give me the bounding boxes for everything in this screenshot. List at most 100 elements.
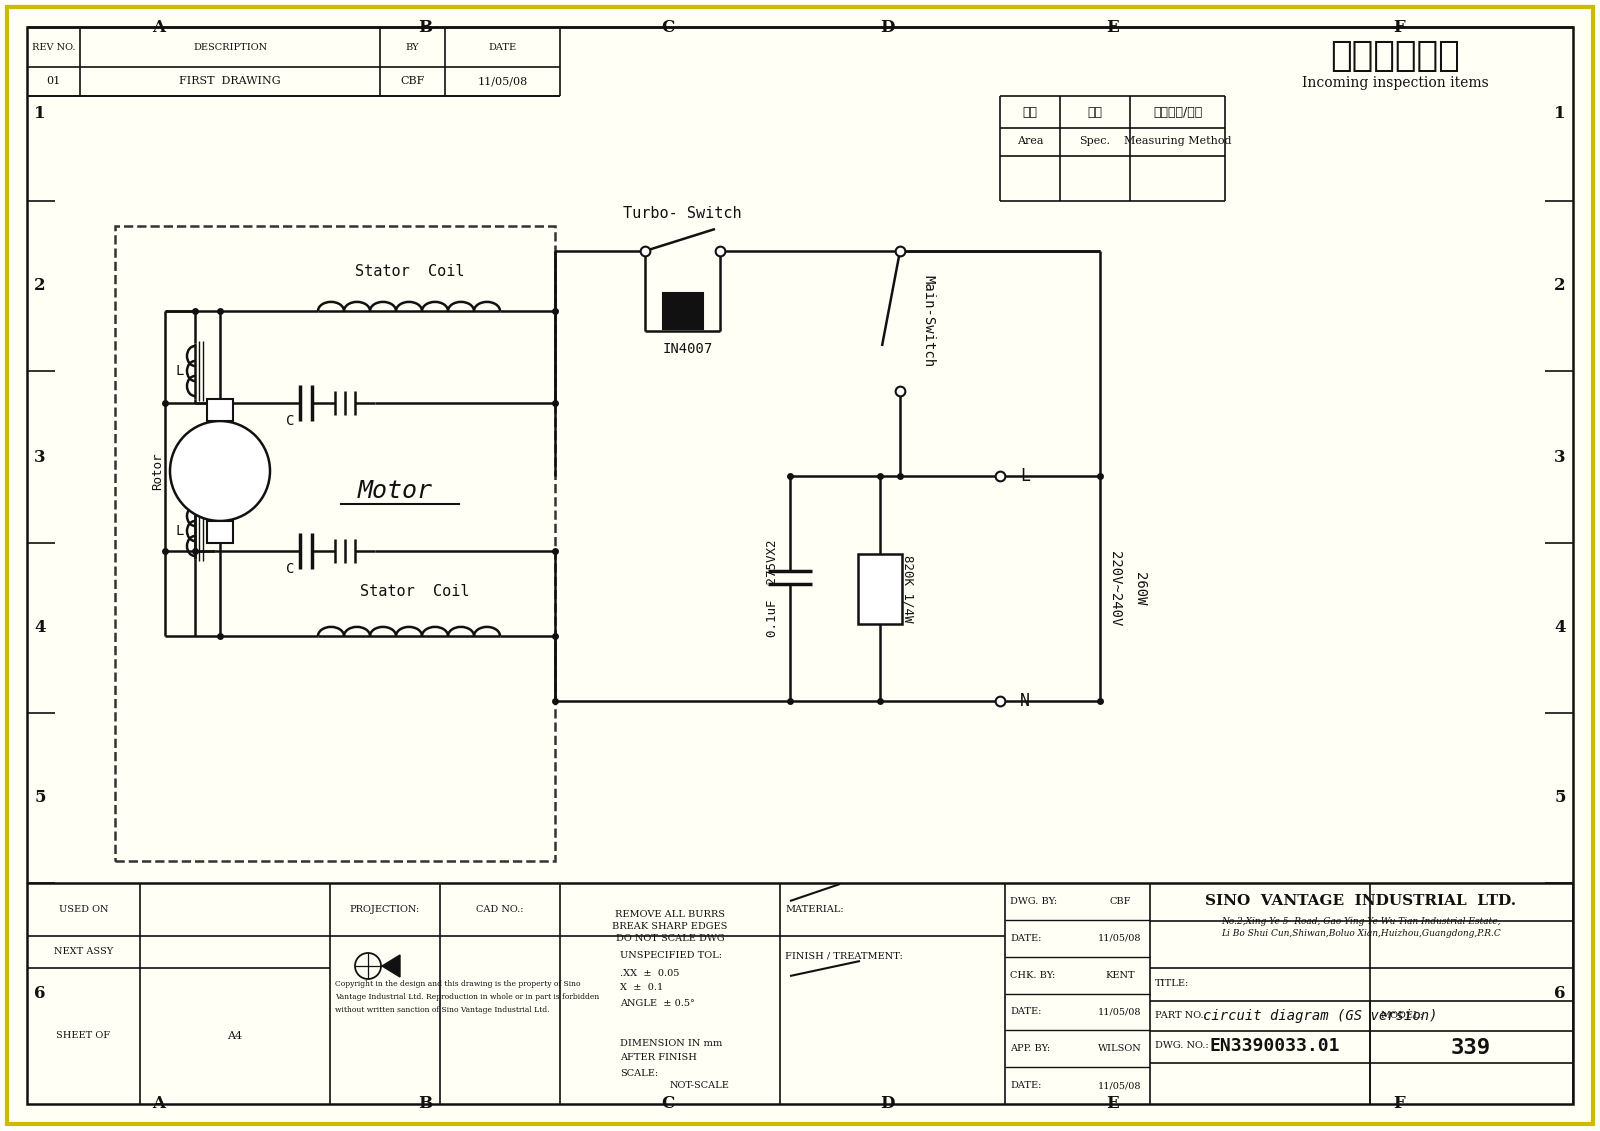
Text: BY: BY xyxy=(406,43,419,52)
Text: L: L xyxy=(176,524,184,538)
Text: Li Bo Shui Cun,Shiwan,Boluo Xian,Huizhou,Guangdong,P.R.C: Li Bo Shui Cun,Shiwan,Boluo Xian,Huizhou… xyxy=(1221,929,1501,938)
Text: L: L xyxy=(1021,467,1030,485)
Text: SCALE:: SCALE: xyxy=(621,1069,658,1078)
Text: REMOVE ALL BURRS: REMOVE ALL BURRS xyxy=(614,910,725,920)
Text: F: F xyxy=(1394,1096,1405,1113)
Text: 820K 1/4W: 820K 1/4W xyxy=(901,554,915,622)
Text: Spec.: Spec. xyxy=(1080,136,1110,146)
Text: 2: 2 xyxy=(34,277,46,294)
Bar xyxy=(662,293,702,329)
Text: without written sanction of Sino Vantage Industrial Ltd.: without written sanction of Sino Vantage… xyxy=(334,1005,549,1015)
Text: 5: 5 xyxy=(1554,789,1566,806)
Text: 度量方法/工具: 度量方法/工具 xyxy=(1154,105,1202,119)
Text: C: C xyxy=(661,18,674,35)
Text: Rotor: Rotor xyxy=(152,452,165,490)
Text: 11/05/08: 11/05/08 xyxy=(1098,1081,1142,1090)
Text: E: E xyxy=(1106,1096,1118,1113)
Text: BREAK SHARP EDGES: BREAK SHARP EDGES xyxy=(613,922,728,931)
Text: SINO  VANTAGE  INDUSTRIAL  LTD.: SINO VANTAGE INDUSTRIAL LTD. xyxy=(1205,893,1517,908)
Text: DATE:: DATE: xyxy=(1010,1081,1042,1090)
Text: FIRST  DRAWING: FIRST DRAWING xyxy=(179,76,282,86)
Text: CHK. BY:: CHK. BY: xyxy=(1010,970,1056,979)
Text: L: L xyxy=(176,364,184,378)
Polygon shape xyxy=(382,955,400,977)
Text: Stator  Coil: Stator Coil xyxy=(360,584,470,598)
Text: 來料主檢項目: 來料主檢項目 xyxy=(1330,38,1459,74)
Text: 01: 01 xyxy=(46,76,61,86)
Text: CBF: CBF xyxy=(400,76,424,86)
Text: 1: 1 xyxy=(1554,105,1566,122)
Text: circuit diagram (GS version): circuit diagram (GS version) xyxy=(1203,1009,1437,1024)
Text: C: C xyxy=(661,1096,674,1113)
Text: C: C xyxy=(286,562,294,576)
Text: KENT: KENT xyxy=(1106,970,1134,979)
Text: NEXT ASSY: NEXT ASSY xyxy=(54,948,114,957)
Text: A: A xyxy=(152,18,165,35)
Text: 11/05/08: 11/05/08 xyxy=(1098,934,1142,943)
Text: X  ±  0.1: X ± 0.1 xyxy=(621,984,664,993)
Text: 11/05/08: 11/05/08 xyxy=(1098,1008,1142,1017)
Text: B: B xyxy=(418,18,432,35)
Text: USED ON: USED ON xyxy=(59,905,109,914)
Text: DATE: DATE xyxy=(488,43,517,52)
Text: Stator  Coil: Stator Coil xyxy=(355,264,464,278)
Text: Vantage Industrial Ltd. Reproduction in whole or in part is forbidden: Vantage Industrial Ltd. Reproduction in … xyxy=(334,993,600,1001)
Text: DWG. NO.:: DWG. NO.: xyxy=(1155,1042,1208,1051)
Text: 5: 5 xyxy=(34,789,46,806)
Text: 260W: 260W xyxy=(1133,572,1147,605)
Text: DIMENSION IN mm: DIMENSION IN mm xyxy=(621,1038,722,1047)
Text: 3: 3 xyxy=(1554,449,1566,466)
Text: D: D xyxy=(880,1096,894,1113)
Text: DESCRIPTION: DESCRIPTION xyxy=(194,43,267,52)
Text: E: E xyxy=(1106,18,1118,35)
Text: F: F xyxy=(1394,18,1405,35)
Text: Turbo- Switch: Turbo- Switch xyxy=(622,206,741,221)
Bar xyxy=(858,553,902,623)
Text: REV NO.: REV NO. xyxy=(32,43,75,52)
Text: NOT-SCALE: NOT-SCALE xyxy=(670,1081,730,1090)
Text: EN3390033.01: EN3390033.01 xyxy=(1210,1037,1341,1055)
Text: PROJECTION:: PROJECTION: xyxy=(350,905,421,914)
Text: APP. BY:: APP. BY: xyxy=(1010,1044,1050,1053)
Text: 11/05/08: 11/05/08 xyxy=(477,76,528,86)
Text: 220V~240V: 220V~240V xyxy=(1107,551,1122,627)
Text: N: N xyxy=(1021,692,1030,710)
Text: B: B xyxy=(418,1096,432,1113)
Text: Area: Area xyxy=(1016,136,1043,146)
Text: DO NOT SCALE DWG: DO NOT SCALE DWG xyxy=(616,934,725,943)
Text: 6: 6 xyxy=(34,985,46,1002)
Text: 3: 3 xyxy=(34,449,46,466)
Text: D: D xyxy=(880,18,894,35)
Text: WILSON: WILSON xyxy=(1098,1044,1142,1053)
Circle shape xyxy=(170,421,270,521)
Text: 區號: 區號 xyxy=(1022,105,1037,119)
Text: FINISH / TREATMENT:: FINISH / TREATMENT: xyxy=(786,951,902,960)
Text: .XX  ±  0.05: .XX ± 0.05 xyxy=(621,968,680,977)
Text: IN4007: IN4007 xyxy=(662,342,712,356)
Text: DATE:: DATE: xyxy=(1010,1008,1042,1017)
Text: UNSPECIFIED TOL:: UNSPECIFIED TOL: xyxy=(621,951,722,960)
Text: A4: A4 xyxy=(227,1031,243,1041)
Text: MATERIAL:: MATERIAL: xyxy=(786,905,843,914)
Text: C: C xyxy=(286,414,294,428)
Bar xyxy=(206,399,234,421)
Text: TITLE:: TITLE: xyxy=(1155,978,1189,987)
Text: 339: 339 xyxy=(1451,1038,1491,1057)
Text: 2: 2 xyxy=(1554,277,1566,294)
Text: 標準: 標準 xyxy=(1088,105,1102,119)
Text: Motor: Motor xyxy=(357,480,432,503)
Text: DWG. BY:: DWG. BY: xyxy=(1010,897,1058,906)
Bar xyxy=(206,521,234,543)
Text: Incoming inspection items: Incoming inspection items xyxy=(1302,76,1488,90)
Text: MODEL:: MODEL: xyxy=(1379,1011,1422,1020)
Text: 4: 4 xyxy=(34,620,46,637)
Text: No.2,Xing Ye 5  Road, Gao Ying Ye Wu Tian Industrial Estate,: No.2,Xing Ye 5 Road, Gao Ying Ye Wu Tian… xyxy=(1221,916,1501,925)
Text: 0.1uF  275VX2: 0.1uF 275VX2 xyxy=(765,539,779,637)
Text: SHEET OF: SHEET OF xyxy=(56,1031,110,1041)
Text: Main-Switch: Main-Switch xyxy=(922,275,934,368)
Text: 4: 4 xyxy=(1554,620,1566,637)
Text: PART NO.:: PART NO.: xyxy=(1155,1011,1206,1020)
Bar xyxy=(115,226,555,861)
Text: AFTER FINISH: AFTER FINISH xyxy=(621,1053,698,1062)
Text: ANGLE  ± 0.5°: ANGLE ± 0.5° xyxy=(621,999,694,1008)
